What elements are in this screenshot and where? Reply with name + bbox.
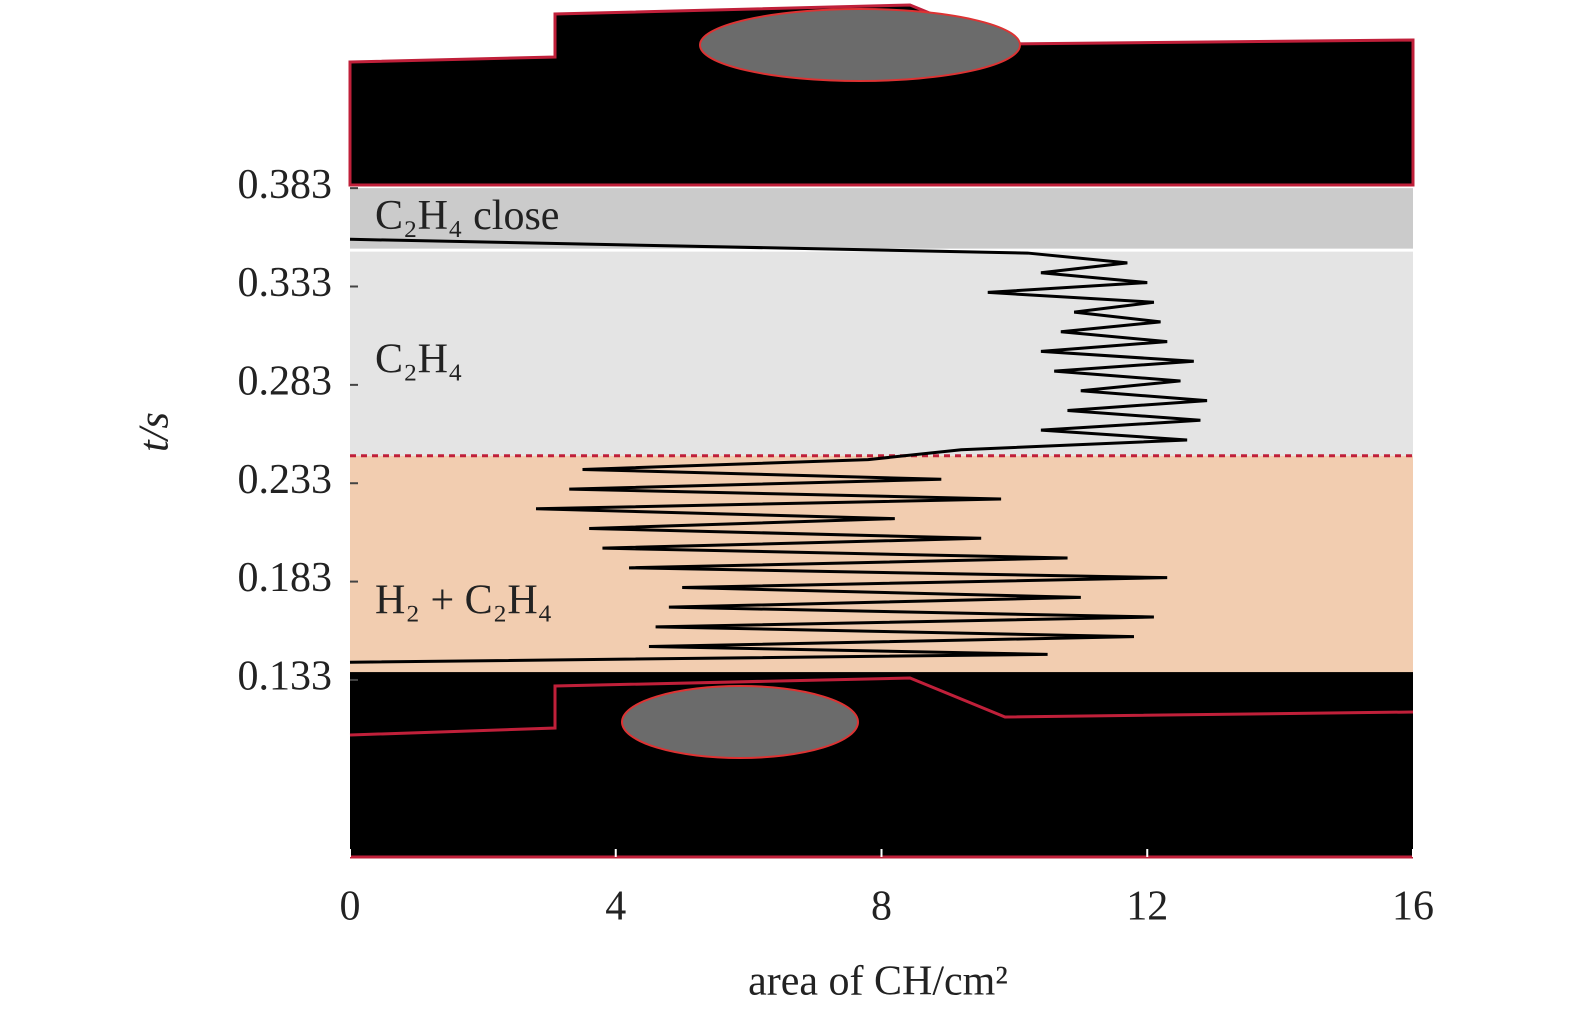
y-tick-label: 0.133 — [238, 654, 333, 700]
flame-image-top — [348, 3, 1415, 187]
area-trace — [349, 237, 1208, 664]
region-label: C₂H₄ close — [375, 193, 559, 239]
region — [350, 455, 1413, 673]
region — [350, 188, 1413, 251]
y-tick-label: 0.233 — [238, 457, 333, 503]
y-tick-label: 0.283 — [238, 359, 333, 405]
flame-image-bottom — [349, 672, 1414, 859]
region-label: C₂H₄ — [375, 337, 463, 383]
y-tick-label: 0.383 — [238, 162, 333, 208]
x-tick-label: 0 — [340, 884, 361, 930]
x-tick-label: 4 — [605, 884, 626, 930]
region-label: H₂ + C₂H₄ — [375, 578, 552, 624]
x-axis-label: area of CH/cm² — [748, 959, 1008, 1005]
x-tick-label: 16 — [1392, 884, 1434, 930]
y-axis-label: t/s — [132, 412, 178, 452]
y-tick-label: 0.183 — [238, 555, 333, 601]
region — [350, 250, 1413, 456]
y-tick-label: 0.333 — [238, 260, 333, 306]
x-tick-label: 12 — [1126, 884, 1168, 930]
x-tick-label: 8 — [871, 884, 892, 930]
